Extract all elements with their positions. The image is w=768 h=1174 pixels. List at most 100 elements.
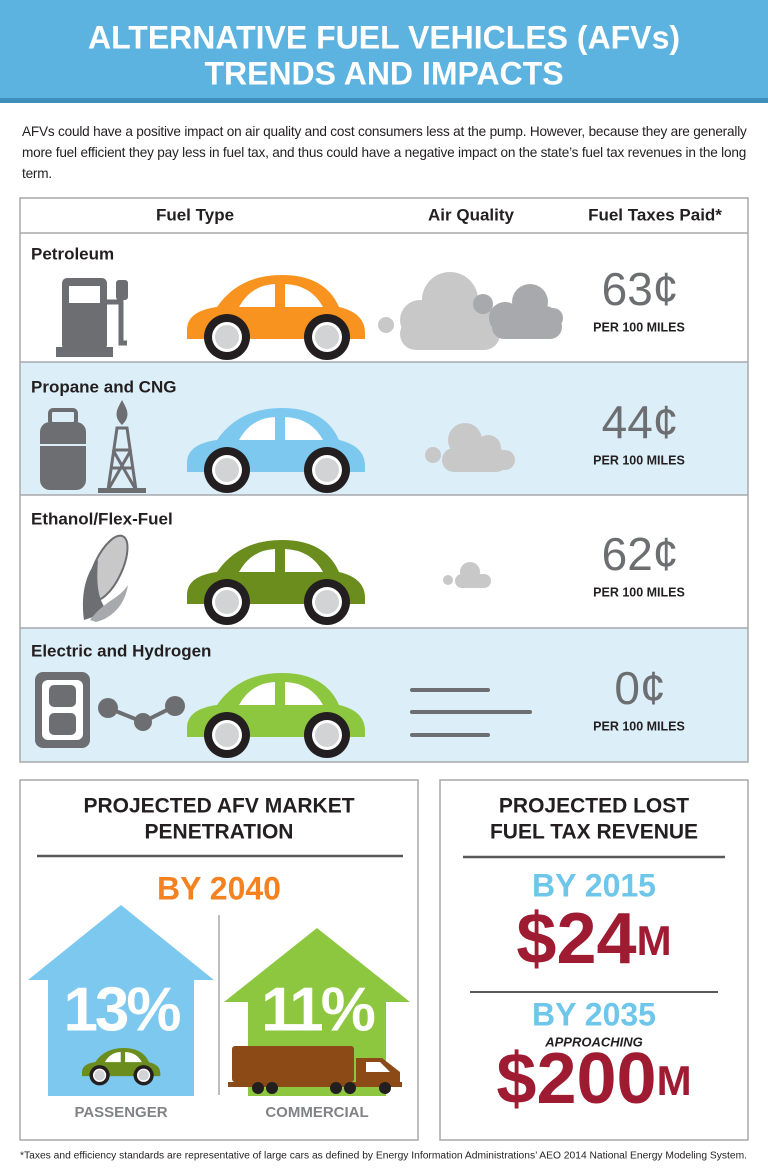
gas-pump-icon-part — [56, 347, 113, 357]
propane-icon-part — [98, 488, 146, 493]
emission-cloud-part — [425, 447, 441, 463]
car-icon — [187, 673, 365, 758]
car-icon-part — [315, 723, 339, 747]
tax-unit: PER 100 MILES — [593, 585, 685, 599]
panel-title: PROJECTED AFV MARKET — [83, 795, 354, 818]
car-icon-part — [94, 1070, 105, 1081]
table: Fuel Type Air Quality Fuel Taxes Paid* P… — [19, 197, 749, 763]
corn-icon-part — [90, 585, 128, 622]
propane-icon — [40, 400, 146, 493]
truck-icon-part — [266, 1082, 278, 1094]
gas-pump-icon-part — [69, 286, 100, 303]
gas-pump-icon-part — [107, 299, 127, 346]
emission-cloud-part — [400, 318, 500, 350]
car-icon-part — [285, 549, 323, 572]
car-icon — [82, 1048, 161, 1086]
footnote: *Taxes and efficiency standards are repr… — [20, 1151, 747, 1162]
car-icon-part — [239, 417, 275, 440]
car-icon-part — [215, 723, 239, 747]
market-year: BY 2040 — [157, 870, 281, 906]
emission-cloud-part — [442, 448, 508, 472]
header-band — [0, 0, 768, 103]
car-icon — [187, 275, 365, 360]
tax-unit: PER 100 MILES — [593, 453, 685, 467]
truck-icon-part — [366, 1062, 390, 1072]
truck-icon-part — [228, 1082, 402, 1087]
revenue-panel — [439, 779, 749, 1141]
truck-icon — [228, 1046, 402, 1094]
title: TRENDS AND IMPACTS — [204, 55, 563, 91]
amount: $24 — [516, 899, 636, 979]
segment-label: PASSENGER — [74, 1104, 167, 1121]
car-icon-part — [138, 1070, 149, 1081]
car-icon-part — [215, 325, 239, 349]
tax-amount: 0¢ — [614, 662, 665, 714]
passenger-arrow — [28, 905, 214, 1096]
car-icon-part — [239, 284, 275, 307]
truck-icon-part — [252, 1082, 264, 1094]
title: ALTERNATIVE FUEL VEHICLES (AFVs) — [88, 19, 680, 55]
emission-cloud — [378, 272, 563, 350]
car-icon — [187, 408, 365, 493]
propane-icon-part — [106, 426, 138, 491]
tax-unit: PER 100 MILES — [593, 719, 685, 733]
emission-cloud-part — [495, 450, 515, 470]
truck-icon-part — [330, 1082, 342, 1094]
revenue-year: BY 2035 — [532, 996, 656, 1032]
table-frame — [19, 197, 749, 763]
corn-icon-part — [82, 560, 108, 620]
tax-amount: 63¢ — [602, 263, 679, 315]
row-bg — [20, 628, 748, 762]
outlet-icon-part — [134, 713, 152, 731]
commercial-share: 11% — [261, 975, 375, 1044]
car-icon-part — [315, 325, 339, 349]
emission-cloud-part — [455, 574, 491, 588]
car-icon-part — [315, 458, 339, 482]
no-emission-lines — [410, 688, 532, 737]
car-icon — [187, 540, 365, 625]
car-icon-part — [285, 417, 323, 440]
tax-amount: 62¢ — [602, 528, 679, 580]
gas-pump-icon — [56, 278, 128, 357]
truck-icon-part — [344, 1082, 356, 1094]
emission-cloud-part — [378, 317, 394, 333]
fuel-name: Ethanol/Flex-Fuel — [31, 509, 173, 528]
revenue-amount: $200M — [496, 1039, 691, 1119]
car-icon-part — [285, 284, 323, 307]
car-icon-part — [215, 590, 239, 614]
car-icon-part — [239, 549, 275, 572]
outlet-icon — [35, 672, 185, 748]
gas-pump-icon-part — [116, 280, 128, 300]
amount-unit: M — [657, 1057, 692, 1104]
fuel-name: Petroleum — [31, 244, 114, 263]
passenger-share: 13% — [63, 975, 180, 1044]
car-icon-part — [215, 458, 239, 482]
market-panel — [19, 779, 419, 1141]
revenue-note: APPROACHING — [544, 1034, 643, 1049]
emission-cloud-part — [443, 575, 453, 585]
truck-icon-part — [232, 1046, 354, 1082]
tax-amount: 44¢ — [602, 396, 679, 448]
revenue-amount: $24M — [516, 899, 671, 979]
outlet-icon-part — [98, 698, 118, 718]
emission-cloud-part — [492, 315, 562, 339]
car-icon-part — [315, 590, 339, 614]
fuel-name: Propane and CNG — [31, 377, 176, 396]
tax-unit: PER 100 MILES — [593, 320, 685, 334]
emission-cloud — [443, 562, 491, 588]
car-icon-part — [125, 1051, 142, 1063]
row-bg — [20, 362, 748, 495]
column-header: Fuel Type — [156, 205, 234, 224]
car-icon-part — [239, 682, 275, 705]
panel-title: FUEL TAX REVENUE — [490, 821, 698, 844]
emission-cloud-part — [473, 294, 493, 314]
outlet-icon-part — [49, 685, 76, 707]
propane-icon-part — [116, 400, 128, 425]
truck-icon-part — [379, 1082, 391, 1094]
intro-text: AFVs could have a positive impact on air… — [22, 124, 747, 181]
amount-unit: M — [637, 917, 672, 964]
